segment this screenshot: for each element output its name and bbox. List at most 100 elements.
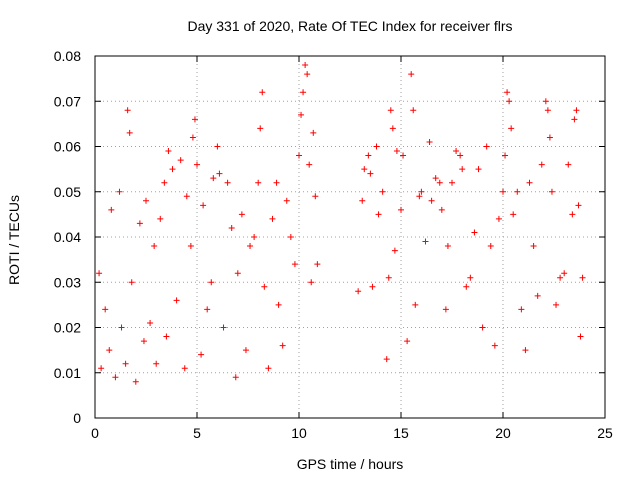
- data-point: [459, 166, 466, 173]
- grid: [95, 56, 605, 418]
- data-point: [400, 152, 407, 159]
- data-point: [569, 211, 576, 218]
- data-point: [502, 152, 509, 159]
- data-point: [365, 152, 372, 159]
- data-point: [393, 148, 400, 155]
- data-point: [546, 134, 553, 141]
- x-axis-label: GPS time / hours: [296, 456, 404, 472]
- data-point: [232, 374, 239, 381]
- y-tick-label: 0.01: [54, 365, 81, 381]
- data-point: [457, 152, 464, 159]
- data-point: [510, 211, 517, 218]
- y-tick-label: 0.04: [54, 229, 81, 245]
- data-point: [553, 301, 560, 308]
- data-point: [561, 270, 568, 277]
- data-point: [575, 202, 582, 209]
- data-point: [432, 175, 439, 182]
- data-point: [471, 229, 478, 236]
- data-point: [279, 342, 286, 349]
- data-point: [404, 338, 411, 345]
- data-point: [534, 292, 541, 299]
- data-point: [442, 306, 449, 313]
- data-point: [259, 89, 266, 96]
- data-point: [577, 333, 584, 340]
- x-tick-label: 0: [91, 425, 99, 441]
- data-point: [579, 274, 586, 281]
- data-point: [463, 283, 470, 290]
- data-point: [283, 197, 290, 204]
- data-point: [355, 288, 362, 295]
- data-point: [373, 143, 380, 150]
- data-point: [198, 351, 205, 358]
- data-point: [128, 279, 135, 286]
- data-point: [210, 175, 217, 182]
- data-point: [508, 125, 515, 132]
- data-point: [302, 62, 309, 69]
- y-tick-label: 0.08: [54, 48, 81, 64]
- data-point: [304, 71, 311, 78]
- data-point: [189, 134, 196, 141]
- y-tick-label: 0.05: [54, 184, 81, 200]
- data-point: [251, 234, 258, 240]
- data-point: [389, 125, 396, 132]
- data-point: [530, 243, 537, 250]
- data-point: [118, 324, 125, 331]
- data-point: [300, 89, 307, 96]
- data-point: [163, 333, 170, 340]
- data-point: [187, 243, 194, 250]
- data-point: [385, 274, 392, 281]
- y-tick-label: 0.07: [54, 93, 81, 109]
- data-point: [444, 243, 451, 250]
- data-point: [183, 193, 190, 200]
- data-point: [255, 179, 262, 186]
- data-point: [153, 360, 160, 367]
- y-tick-label: 0.02: [54, 320, 81, 336]
- data-point: [136, 220, 143, 227]
- data-point: [557, 274, 564, 281]
- data-point: [449, 179, 455, 186]
- x-tick-label: 5: [193, 425, 201, 441]
- data-point: [220, 324, 227, 331]
- data-point: [491, 342, 498, 349]
- chart-title: Day 331 of 2020, Rate Of TEC Index for r…: [187, 18, 513, 34]
- data-points: [96, 62, 586, 385]
- data-point: [548, 188, 555, 195]
- data-point: [224, 179, 231, 186]
- data-point: [269, 215, 276, 222]
- data-point: [143, 197, 149, 204]
- x-tick-label: 15: [393, 425, 409, 441]
- data-point: [147, 319, 154, 326]
- axis-ticks: 0 5 10 15 20 25 0 0.01 0.02 0.03 0.04 0.05 0.06 0.07 0…: [54, 48, 613, 441]
- data-point: [242, 347, 249, 354]
- data-point: [418, 188, 425, 195]
- data-point: [122, 360, 129, 367]
- data-point: [102, 306, 109, 313]
- data-point: [296, 152, 302, 159]
- data-point: [257, 125, 264, 132]
- data-point: [106, 347, 113, 354]
- data-point: [208, 279, 215, 286]
- data-point: [261, 283, 268, 290]
- data-point: [369, 283, 376, 290]
- data-point: [410, 107, 417, 114]
- data-point: [495, 215, 502, 222]
- data-point: [161, 179, 168, 186]
- data-point: [151, 243, 158, 250]
- data-point: [234, 270, 241, 277]
- data-point: [157, 215, 164, 222]
- data-point: [132, 378, 139, 385]
- data-point: [287, 234, 294, 240]
- y-tick-label: 0: [73, 410, 81, 426]
- data-point: [98, 365, 105, 372]
- data-point: [181, 365, 188, 372]
- data-point: [359, 197, 366, 204]
- data-point: [191, 116, 198, 123]
- data-point: [573, 107, 580, 114]
- data-point: [426, 138, 433, 145]
- data-point: [416, 193, 423, 200]
- y-tick-label: 0.06: [54, 139, 81, 155]
- data-point: [314, 261, 321, 268]
- data-point: [108, 206, 115, 213]
- data-point: [518, 306, 525, 313]
